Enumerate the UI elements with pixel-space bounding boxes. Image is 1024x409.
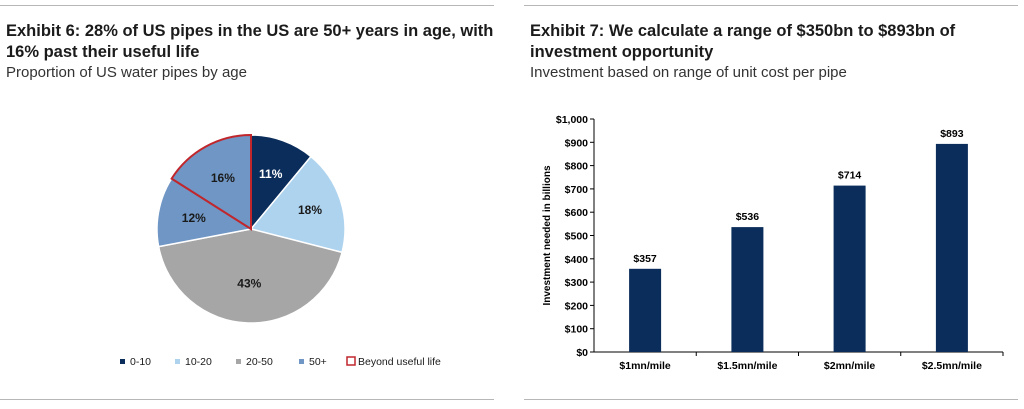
legend-item-20-50: 20-50 <box>236 356 273 368</box>
bar-value-label: $893 <box>940 128 964 140</box>
y-tick-label: $300 <box>565 277 589 289</box>
legend-item-beyond-useful-life: Beyond useful life <box>346 356 441 368</box>
pie-label-0-10: 11% <box>259 167 283 181</box>
pie-label-beyond-useful-life: 16% <box>211 171 235 185</box>
bar-chart: $0 $100 $200 $300 $400 $500 $600 $700 $800 $900 $1… <box>542 114 1004 372</box>
top-divider <box>524 5 1018 6</box>
exhibit-7-subtitle: Investment based on range of unit cost p… <box>530 64 847 81</box>
pie-slice-50-plus <box>156 134 252 248</box>
bottom-divider <box>0 399 494 400</box>
bar-value-label: $357 <box>633 253 657 265</box>
exhibit-6-panel: Exhibit 6: 28% of US pipes in the US are… <box>0 0 500 409</box>
pie-label-20-50: 43% <box>237 277 261 291</box>
y-tick-label: $600 <box>565 207 589 219</box>
x-tick-label: $1mn/mile <box>619 360 671 372</box>
bar-4 <box>935 143 968 352</box>
bar-2 <box>731 227 764 352</box>
x-tick-label: $2.5mn/mile <box>922 360 982 372</box>
pie-slice-20-50 <box>157 228 343 324</box>
legend-item-50-plus: 50+ <box>299 356 327 368</box>
x-tick-label: $2mn/mile <box>824 360 876 372</box>
x-tick-label: $1.5mn/mile <box>717 360 777 372</box>
y-axis-title: Investment needed in billions <box>542 165 553 305</box>
y-tick-label: $200 <box>565 300 589 312</box>
svg-text:50+: 50+ <box>309 356 327 368</box>
bar-3 <box>833 185 866 352</box>
exhibit-7-panel: Exhibit 7: We calculate a range of $350b… <box>524 0 1024 409</box>
pie-label-10-20: 18% <box>298 203 322 217</box>
y-tick-label: $900 <box>565 137 589 149</box>
y-tick-label: $1,000 <box>556 114 588 126</box>
pie-slice-10-20 <box>249 155 346 254</box>
svg-text:20-50: 20-50 <box>246 356 273 368</box>
pie-label-50-plus: 12% <box>182 211 206 225</box>
y-tick-label: $100 <box>565 324 589 336</box>
legend-item-0-10: 0-10 <box>120 356 151 368</box>
bottom-divider <box>524 399 1018 400</box>
y-tick-label: $500 <box>565 231 589 243</box>
bar-value-label: $536 <box>736 211 760 223</box>
pie-slice-0-10 <box>250 134 312 232</box>
svg-text:10-20: 10-20 <box>185 356 212 368</box>
svg-text:Beyond useful life: Beyond useful life <box>358 356 441 368</box>
svg-text:0-10: 0-10 <box>130 356 151 368</box>
y-tick-label: $400 <box>565 254 589 266</box>
exhibit-7-title: Exhibit 7: We calculate a range of $350b… <box>530 22 956 61</box>
pie-slice-beyond-useful-life-outline <box>170 133 252 231</box>
pie-chart: 11% 18% 43% 12% 16% 0-10 10-20 20-50 50+ Beyond u… <box>120 133 441 368</box>
y-tick-label: $800 <box>565 161 589 173</box>
legend-item-10-20: 10-20 <box>175 356 212 368</box>
bar-value-label: $714 <box>838 170 862 182</box>
exhibit-6-title: Exhibit 6: 28% of US pipes in the US are… <box>6 22 494 61</box>
exhibit-6-subtitle: Proportion of US water pipes by age <box>6 64 247 81</box>
y-tick-label: $0 <box>576 347 588 359</box>
bar-1 <box>629 268 662 352</box>
top-divider <box>0 5 494 6</box>
y-tick-label: $700 <box>565 184 589 196</box>
